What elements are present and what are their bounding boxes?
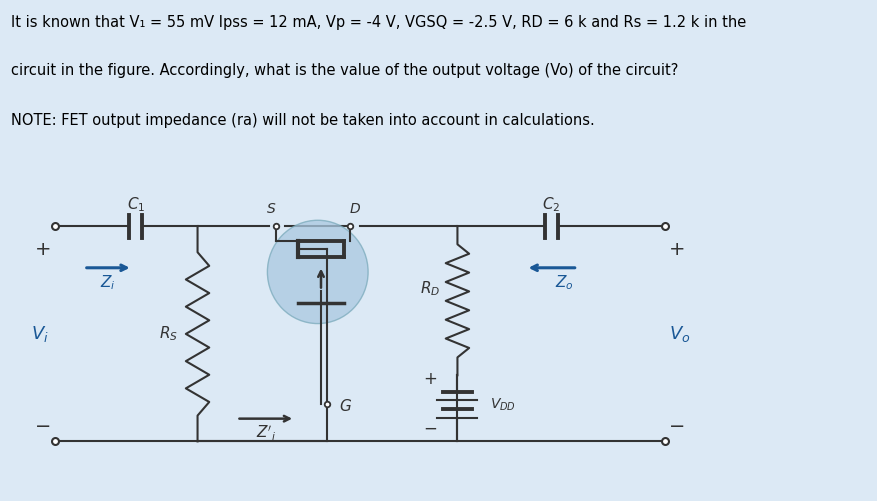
Text: NOTE: FET output impedance (ra) will not be taken into account in calculations.: NOTE: FET output impedance (ra) will not…: [11, 113, 594, 128]
Text: −: −: [423, 420, 437, 438]
Text: $C_2$: $C_2$: [542, 195, 560, 214]
Text: $Z_o$: $Z_o$: [554, 273, 574, 292]
Text: +: +: [668, 239, 685, 259]
Text: $C_1$: $C_1$: [126, 195, 145, 214]
Text: −: −: [668, 417, 684, 436]
Text: $V_i$: $V_i$: [32, 324, 49, 344]
Text: +: +: [423, 370, 437, 388]
Text: $R_S$: $R_S$: [159, 325, 178, 343]
Text: +: +: [34, 239, 51, 259]
Text: It is known that V₁ = 55 mV Ipss = 12 mA, Vp = -4 V, VGSQ = -2.5 V, RD = 6 k and: It is known that V₁ = 55 mV Ipss = 12 mA…: [11, 15, 745, 30]
Text: $V_{DD}$: $V_{DD}$: [489, 397, 516, 413]
Text: S: S: [267, 202, 275, 216]
Text: $R_D$: $R_D$: [419, 279, 439, 298]
Text: $V_o$: $V_o$: [668, 324, 689, 344]
Text: G: G: [339, 399, 351, 414]
Text: −: −: [35, 417, 51, 436]
Text: $Z'_i$: $Z'_i$: [255, 423, 275, 443]
Text: D: D: [349, 202, 360, 216]
Text: circuit in the figure. Accordingly, what is the value of the output voltage (Vo): circuit in the figure. Accordingly, what…: [11, 63, 677, 78]
Text: $Z_i$: $Z_i$: [100, 273, 116, 292]
Ellipse shape: [267, 220, 367, 324]
